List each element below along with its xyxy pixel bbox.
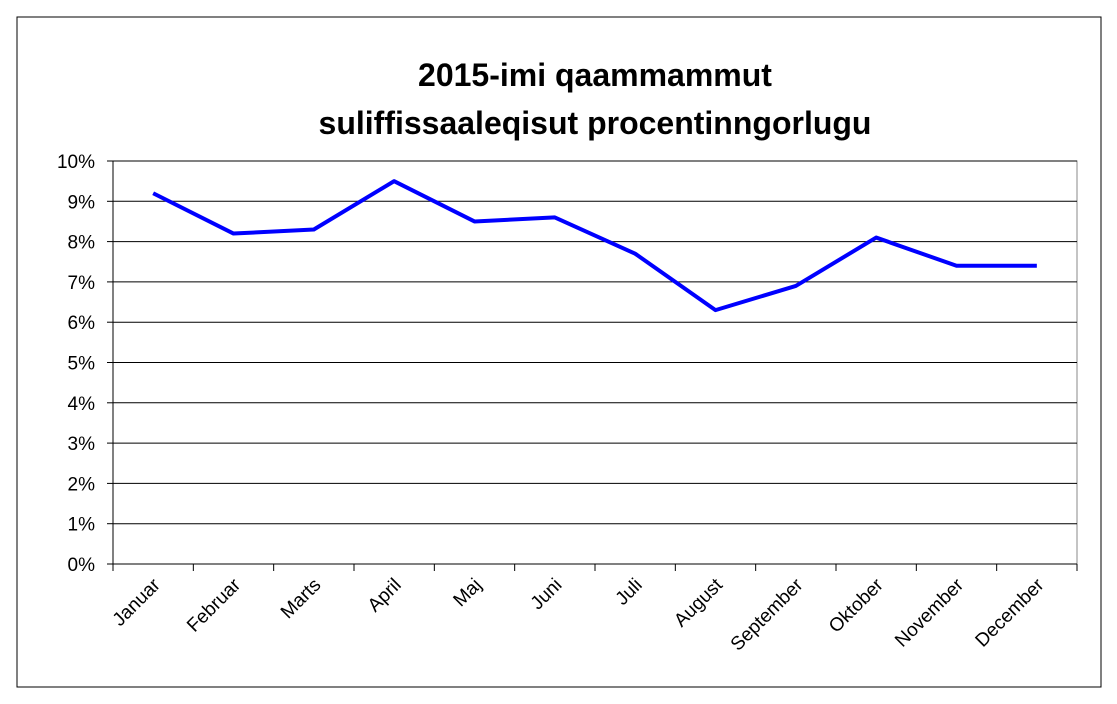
chart-title: suliffissaaleqisut procentinngorlugu xyxy=(319,105,872,141)
y-tick-label: 4% xyxy=(68,394,96,415)
y-tick-label: 5% xyxy=(68,354,96,375)
chart-frame xyxy=(16,16,1102,688)
y-tick-label: 6% xyxy=(68,313,96,334)
chart-title: 2015-imi qaammammut xyxy=(418,57,772,93)
y-tick-label: 8% xyxy=(68,233,96,254)
line-series xyxy=(152,179,1037,313)
y-tick-label: 7% xyxy=(68,273,96,294)
y-tick-label: 1% xyxy=(68,515,96,536)
y-tick-label: 0% xyxy=(68,555,96,576)
y-tick-label: 10% xyxy=(57,152,95,173)
y-tick-label: 3% xyxy=(68,434,96,455)
y-tick-label: 2% xyxy=(68,474,96,495)
y-tick-label: 9% xyxy=(68,192,96,213)
